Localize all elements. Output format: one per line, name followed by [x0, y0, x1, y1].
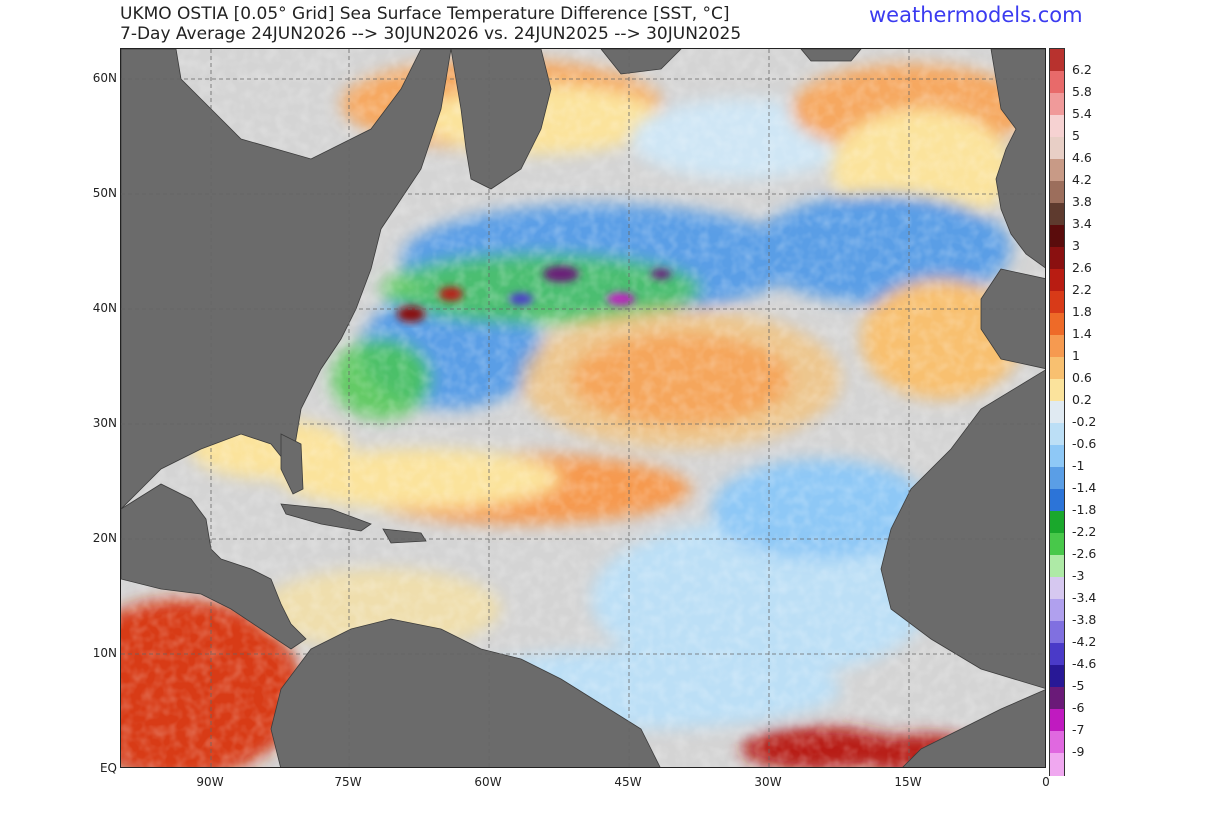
colorbar-segment — [1050, 709, 1064, 732]
colorbar-segment — [1050, 335, 1064, 358]
colorbar-label: 1.8 — [1072, 304, 1092, 319]
colorbar-label: 2.2 — [1072, 282, 1092, 297]
colorbar-segment — [1050, 731, 1064, 754]
colorbar-label: 6.2 — [1072, 62, 1092, 77]
colorbar-label: -0.2 — [1072, 414, 1097, 429]
lon-label-75w: 75W — [334, 775, 362, 789]
colorbar-segment — [1050, 753, 1064, 776]
colorbar-label: 2.6 — [1072, 260, 1092, 275]
gulf-stream-eddies — [397, 266, 671, 322]
colorbar-segment — [1050, 423, 1064, 446]
colorbar-segment — [1050, 291, 1064, 314]
colorbar-label: -1 — [1072, 458, 1085, 473]
colorbar-label: -3.8 — [1072, 612, 1097, 627]
colorbar-segment — [1050, 71, 1064, 94]
grid-lines — [121, 49, 1045, 767]
lon-label-60w: 60W — [474, 775, 502, 789]
lon-label-0: 0 — [1042, 775, 1050, 789]
colorbar-segment — [1050, 93, 1064, 116]
brand-link[interactable]: weathermodels.com — [869, 3, 1083, 27]
lon-label-90w: 90W — [196, 775, 224, 789]
colorbar-segment — [1050, 269, 1064, 292]
colorbar-label: 4.6 — [1072, 150, 1092, 165]
colorbar-label: -2.6 — [1072, 546, 1097, 561]
land-masses — [121, 49, 1045, 767]
lat-label-50n: 50N — [92, 186, 117, 200]
colorbar-label: -3.4 — [1072, 590, 1097, 605]
colorbar-label: -5 — [1072, 678, 1085, 693]
colorbar-segment — [1050, 643, 1064, 666]
colorbar-label: -7 — [1072, 722, 1085, 737]
colorbar-label: 3.8 — [1072, 194, 1092, 209]
colorbar-segment — [1050, 159, 1064, 182]
colorbar-segment — [1050, 225, 1064, 248]
map-title: UKMO OSTIA [0.05° Grid] Sea Surface Temp… — [120, 4, 741, 44]
colorbar-label: -1.4 — [1072, 480, 1097, 495]
colorbar-segment — [1050, 401, 1064, 424]
colorbar-segment — [1050, 621, 1064, 644]
colorbar-label: 4.2 — [1072, 172, 1092, 187]
colorbar — [1049, 48, 1065, 776]
title-line-1: UKMO OSTIA [0.05° Grid] Sea Surface Temp… — [120, 4, 730, 24]
colorbar-label: -4.6 — [1072, 656, 1097, 671]
colorbar-segment — [1050, 511, 1064, 534]
colorbar-segment — [1050, 555, 1064, 578]
colorbar-segment — [1050, 181, 1064, 204]
title-line-2: 7-Day Average 24JUN2026 --> 30JUN2026 vs… — [120, 24, 742, 44]
colorbar-segment — [1050, 115, 1064, 138]
lon-label-45w: 45W — [614, 775, 642, 789]
map-svg — [121, 49, 1045, 767]
colorbar-segment — [1050, 577, 1064, 600]
colorbar-segment — [1050, 489, 1064, 512]
lat-label-60n: 60N — [92, 71, 117, 85]
colorbar-segment — [1050, 533, 1064, 556]
colorbar-segment — [1050, 379, 1064, 402]
colorbar-label: 5.8 — [1072, 84, 1092, 99]
colorbar-label: 1 — [1072, 348, 1080, 363]
colorbar-segment — [1050, 49, 1064, 72]
lat-label-30n: 30N — [92, 416, 117, 430]
colorbar-segment — [1050, 137, 1064, 160]
lon-label-15w: 15W — [894, 775, 922, 789]
colorbar-label: -3 — [1072, 568, 1085, 583]
colorbar-label: 3 — [1072, 238, 1080, 253]
lon-label-30w: 30W — [754, 775, 782, 789]
colorbar-segment — [1050, 599, 1064, 622]
colorbar-label: -4.2 — [1072, 634, 1097, 649]
colorbar-label: 0.6 — [1072, 370, 1092, 385]
colorbar-segment — [1050, 313, 1064, 336]
colorbar-segment — [1050, 687, 1064, 710]
colorbar-label: 1.4 — [1072, 326, 1092, 341]
colorbar-label: -0.6 — [1072, 436, 1097, 451]
colorbar-label: 3.4 — [1072, 216, 1092, 231]
colorbar-segment — [1050, 467, 1064, 490]
colorbar-segment — [1050, 247, 1064, 270]
colorbar-segment — [1050, 357, 1064, 380]
colorbar-segment — [1050, 445, 1064, 468]
lat-label-10n: 10N — [92, 646, 117, 660]
colorbar-label: 5 — [1072, 128, 1080, 143]
colorbar-label: -6 — [1072, 700, 1085, 715]
colorbar-segment — [1050, 203, 1064, 226]
lat-label-20n: 20N — [92, 531, 117, 545]
colorbar-label: -1.8 — [1072, 502, 1097, 517]
colorbar-label: 0.2 — [1072, 392, 1092, 407]
sst-anomaly-map[interactable] — [120, 48, 1046, 768]
colorbar-segment — [1050, 665, 1064, 688]
lat-label-eq: EQ — [99, 761, 117, 775]
colorbar-label: -9 — [1072, 744, 1085, 759]
lat-label-40n: 40N — [92, 301, 117, 315]
colorbar-label: -2.2 — [1072, 524, 1097, 539]
colorbar-label: 5.4 — [1072, 106, 1092, 121]
